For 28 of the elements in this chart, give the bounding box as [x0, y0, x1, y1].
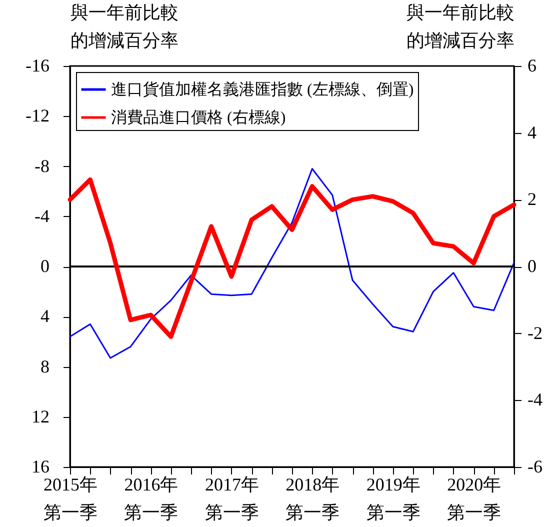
y2-tick-label: 0 — [528, 256, 536, 276]
y-tick-label: -8 — [34, 156, 50, 176]
y-tick-label: -16 — [26, 56, 50, 76]
line-series — [69, 168, 515, 359]
x-tick-label: 2015年第一季 — [44, 474, 98, 522]
y-axis-title: 與一年前比較的增減百分率 — [70, 2, 178, 50]
y2-tick-label: 4 — [528, 122, 536, 142]
x-tick-label: 2020年第一季 — [447, 474, 502, 522]
y2-tick-label: 6 — [528, 56, 536, 76]
y-tick-label: 8 — [40, 356, 50, 376]
y-tick-label: 0 — [40, 256, 50, 276]
x-tick-label: 2019年第一季 — [366, 474, 420, 522]
y-tick-label: -4 — [34, 206, 50, 226]
y2-tick-label: 2 — [528, 189, 536, 210]
x-tick-label: 2018年第一季 — [286, 474, 340, 522]
y2-tick-label: -2 — [528, 322, 542, 343]
y-tick-label: 4 — [40, 306, 50, 326]
y-tick-label: -12 — [26, 106, 50, 126]
line-series — [68, 177, 516, 339]
y2-tick-label: -6 — [528, 456, 542, 476]
legend-label: 進口貨值加權名義港匯指數 (左標線、倒置) — [111, 80, 414, 98]
x-tick-label: 2016年第一季 — [124, 474, 178, 522]
y2-axis-title: 與一年前比較的增減百分率 — [406, 2, 514, 50]
x-tick-label: 2017年第一季 — [204, 474, 259, 522]
y2-tick-label: -4 — [528, 390, 542, 410]
y-tick-label: 16 — [32, 456, 50, 476]
legend-label: 消費品進口價格 (右標線) — [111, 108, 286, 126]
y-tick-label: 12 — [32, 406, 50, 426]
